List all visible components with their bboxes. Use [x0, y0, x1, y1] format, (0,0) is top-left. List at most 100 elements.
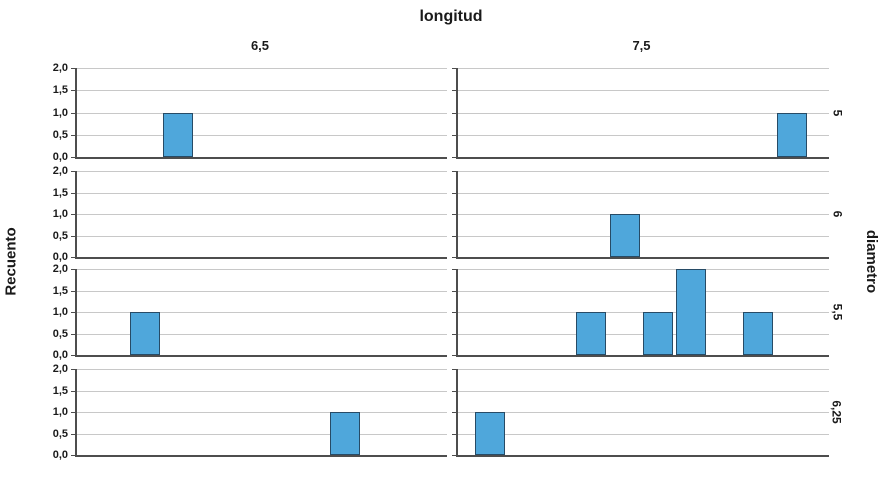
bar [129, 312, 160, 355]
y-axis-tick [452, 312, 456, 313]
chart-title: longitud [419, 8, 483, 25]
bar [610, 214, 641, 257]
y-tick-label: 0,5 [52, 327, 68, 340]
y-tick-label: 0,0 [52, 251, 68, 263]
y-axis-tick [452, 257, 456, 258]
bar [475, 412, 506, 455]
y-tick-label: 0,5 [52, 229, 68, 242]
y-tick-label: 1,0 [52, 306, 68, 318]
bar [643, 312, 674, 355]
bar [162, 112, 193, 157]
bar [676, 269, 707, 355]
y-axis-tick [452, 112, 456, 114]
y-axis-tick [452, 455, 456, 456]
y-tick-label: 1,5 [52, 384, 68, 397]
row-axis-title: diametro [863, 229, 881, 294]
y-tick-label: 0,0 [52, 151, 68, 163]
y-axis-tick [71, 312, 75, 313]
column-header-6-5: 6,5 [250, 38, 270, 53]
y-axis-tick [71, 134, 75, 136]
gridline [77, 312, 447, 313]
y-axis-tick [452, 235, 456, 237]
y-tick-label: 1,5 [52, 186, 68, 199]
y-tick-label: 1,5 [52, 284, 68, 297]
panel-diam5-5-long7-5 [456, 269, 829, 357]
row-label-6-container: 6 [826, 171, 848, 257]
y-tick-label: 2,0 [52, 62, 68, 74]
row-label-6-25-container: 6,25 [826, 369, 848, 455]
y-axis-tick [452, 355, 456, 356]
gridline [458, 433, 829, 435]
y-axis-tick [71, 171, 75, 172]
gridline [458, 390, 829, 392]
column-header-7-5: 7,5 [632, 38, 651, 53]
bar [777, 112, 808, 157]
gridline [77, 390, 447, 392]
gridline [77, 433, 447, 435]
y-axis-tick [452, 192, 456, 194]
y-tick-label: 0,5 [52, 128, 68, 141]
y-axis-tick [452, 269, 456, 270]
y-tick-label: 1,0 [52, 106, 68, 119]
gridline [458, 412, 829, 413]
y-axis-tick [452, 171, 456, 172]
y-axis-tick [452, 412, 456, 413]
panel-diam5-5-long6-5 [75, 269, 447, 357]
row-label-6-25: 6,25 [830, 400, 845, 424]
y-axis-tick [71, 355, 75, 356]
gridline [77, 171, 447, 172]
y-tick-label: 1,5 [52, 84, 68, 97]
gridline [77, 290, 447, 292]
y-axis-tick [71, 269, 75, 270]
y-tick-label: 0,0 [52, 349, 68, 361]
y-axis-tick [71, 192, 75, 194]
gridline [77, 412, 447, 413]
y-axis-tick [452, 390, 456, 392]
panel-diam6-long7-5 [456, 171, 829, 259]
y-axis-tick [452, 290, 456, 292]
gridline [77, 134, 447, 136]
gridline [77, 90, 447, 92]
y-axis-tick [71, 412, 75, 413]
gridline [77, 214, 447, 215]
row-label-5-5-container: 5,5 [826, 269, 848, 355]
bar [742, 312, 773, 355]
gridline [458, 269, 829, 270]
gridline [77, 269, 447, 270]
panel-diam6-long6-5 [75, 171, 447, 259]
bar [575, 312, 607, 355]
y-axis-tick [71, 235, 75, 237]
y-axis-tick [452, 68, 456, 69]
gridline [458, 235, 829, 237]
y-tick-label: 0,5 [52, 427, 68, 440]
gridline [458, 369, 829, 370]
y-axis-tick [452, 333, 456, 335]
bar [330, 412, 361, 455]
y-axis-tick [452, 433, 456, 435]
gridline [77, 369, 447, 370]
row-label-5-container: 5 [826, 68, 848, 157]
y-axis-tick [71, 333, 75, 335]
y-axis-tick [71, 455, 75, 456]
y-axis-tick [71, 433, 75, 435]
gridline [458, 171, 829, 172]
y-axis-tick [71, 68, 75, 69]
y-axis-tick [452, 214, 456, 215]
y-tick-label: 2,0 [52, 165, 68, 177]
gridline [77, 68, 447, 69]
row-label-5-5: 5,5 [830, 303, 844, 321]
gridline [77, 192, 447, 194]
gridline [458, 68, 829, 69]
gridline [458, 112, 829, 114]
y-axis-tick [452, 90, 456, 92]
y-axis-tick [71, 290, 75, 292]
row-label-5: 5 [830, 109, 844, 116]
y-tick-label: 2,0 [52, 263, 68, 275]
gridline [458, 192, 829, 194]
y-tick-label: 0,0 [52, 449, 68, 461]
y-tick-label: 1,0 [52, 406, 68, 418]
y-axis-title: Recuento [2, 227, 20, 296]
panel-diam6-25-long6-5 [75, 369, 447, 457]
y-axis-tick [71, 214, 75, 215]
